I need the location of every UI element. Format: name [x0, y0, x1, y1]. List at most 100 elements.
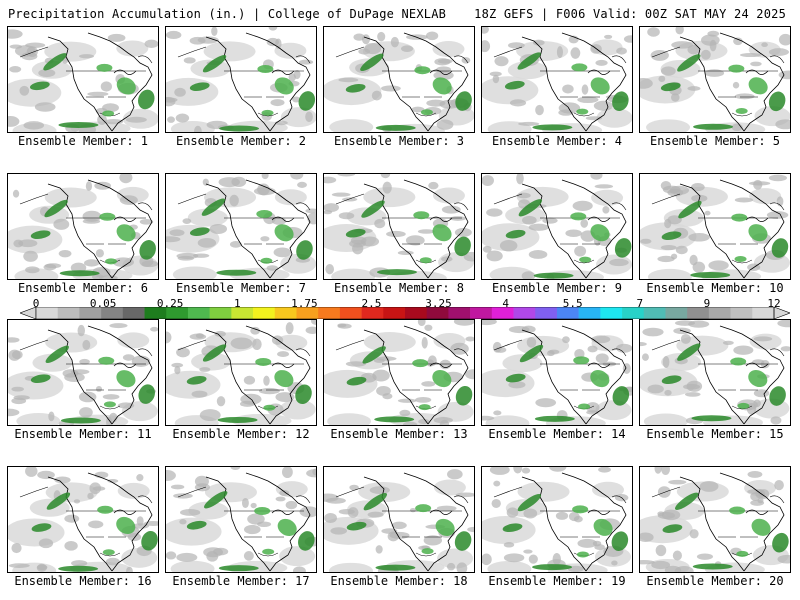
precipitation-map: [640, 27, 790, 132]
ensemble-member-label: Ensemble Member: 12: [172, 427, 310, 441]
precipitation-map: [640, 467, 790, 572]
ensemble-member-label: Ensemble Member: 5: [649, 134, 781, 148]
ensemble-member-map: [639, 26, 791, 133]
precipitation-map: [482, 174, 632, 279]
legend-color-swatch: [622, 307, 645, 319]
precipitation-map: [640, 174, 790, 279]
ensemble-member-map: [165, 173, 317, 280]
precipitation-map: [482, 467, 631, 572]
precipitation-map: [166, 27, 316, 132]
run-info: 18Z GEFS | F006 Valid: 00Z SAT MAY 24 20…: [474, 7, 786, 21]
precipitation-map: [8, 467, 158, 572]
precipitation-map: [640, 320, 790, 425]
precipitation-map: [8, 29, 158, 132]
legend-tick-label: 0: [32, 297, 40, 310]
legend-color-swatch: [752, 307, 775, 319]
legend-color-swatch: [122, 307, 145, 319]
ensemble-member-label: Ensemble Member: 14: [488, 427, 626, 441]
legend-color-swatch: [730, 307, 753, 319]
ensemble-member-label: Ensemble Member: 11: [14, 427, 152, 441]
ensemble-member-label: Ensemble Member: 20: [646, 574, 784, 588]
ensemble-member-label: Ensemble Member: 13: [330, 427, 468, 441]
ensemble-member-map: [323, 466, 475, 573]
precipitation-map: [324, 320, 474, 425]
map-title: Precipitation Accumulation (in.) | Colle…: [8, 7, 447, 21]
ensemble-member-map: [481, 319, 633, 426]
legend-color-swatch: [231, 307, 254, 319]
precipitation-map: [8, 323, 158, 425]
ensemble-member-map: [639, 173, 791, 280]
ensemble-member-label: Ensemble Member: 6: [17, 281, 149, 295]
legend-color-swatch: [361, 307, 384, 319]
legend-color-swatch: [296, 307, 319, 319]
ensemble-member-label: Ensemble Member: 1: [17, 134, 149, 148]
precipitation-map: [166, 320, 316, 425]
precipitation-map: [324, 174, 474, 279]
legend-color-swatch: [36, 307, 59, 319]
legend-color-swatch: [166, 307, 189, 319]
legend-tick-label: 4: [502, 297, 509, 310]
ensemble-member-map: [165, 466, 317, 573]
legend-color-swatch: [687, 307, 710, 319]
ensemble-member-label: Ensemble Member: 8: [333, 281, 465, 295]
legend-color-swatch: [187, 307, 210, 319]
ensemble-member-label: Ensemble Member: 9: [491, 281, 623, 295]
legend-color-swatch: [405, 307, 428, 319]
precipitation-map: [166, 174, 316, 279]
legend-tick-label: 1: [233, 297, 241, 310]
ensemble-member-map: [7, 466, 159, 573]
legend-color-swatch: [708, 307, 731, 319]
ensemble-member-label: Ensemble Member: 3: [333, 134, 465, 148]
color-scale-bar: [20, 307, 790, 319]
ensemble-member-label: Ensemble Member: 7: [175, 281, 307, 295]
ensemble-member-label: Ensemble Member: 10: [646, 281, 784, 295]
ensemble-member-map: [323, 26, 475, 133]
legend-color-swatch: [209, 307, 232, 319]
ensemble-member-map: [7, 173, 159, 280]
ensemble-member-map: [481, 173, 633, 280]
legend-color-swatch: [144, 307, 167, 319]
legend-color-swatch: [79, 307, 102, 319]
ensemble-member-label: Ensemble Member: 4: [491, 134, 623, 148]
legend-tick-label: 7: [636, 297, 644, 310]
precipitation-map: [166, 467, 316, 572]
ensemble-member-label: Ensemble Member: 15: [646, 427, 784, 441]
ensemble-member-map: [639, 319, 791, 426]
precipitation-map: [324, 31, 474, 132]
legend-color-swatch: [513, 307, 536, 319]
ensemble-member-map: [7, 319, 159, 426]
legend-color-swatch: [491, 307, 514, 319]
legend-color-swatch: [535, 307, 558, 319]
ensemble-member-label: Ensemble Member: 2: [175, 134, 307, 148]
precipitation-map: [482, 27, 632, 132]
legend-color-swatch: [253, 307, 276, 319]
ensemble-member-map: [639, 466, 791, 573]
legend-color-swatch: [643, 307, 666, 319]
legend-color-swatch: [556, 307, 579, 319]
legend-color-swatch: [470, 307, 493, 319]
precipitation-map: [482, 320, 632, 425]
precipitation-map: [324, 469, 474, 572]
ensemble-member-label: Ensemble Member: 18: [330, 574, 468, 588]
ensemble-member-map: [481, 466, 633, 573]
legend-color-swatch: [101, 307, 124, 319]
legend-color-swatch: [600, 307, 623, 319]
legend-color-swatch: [274, 307, 297, 319]
legend-color-swatch: [339, 307, 362, 319]
ensemble-member-label: Ensemble Member: 16: [14, 574, 152, 588]
legend-color-swatch: [426, 307, 449, 319]
ensemble-member-label: Ensemble Member: 17: [172, 574, 310, 588]
legend-color-swatch: [383, 307, 406, 319]
ensemble-member-map: [165, 319, 317, 426]
precipitation-map: [8, 174, 158, 279]
legend-color-swatch: [578, 307, 601, 319]
color-scale-legend: 0 0.05 0.25 1 1.75 2.5 3.25 4 5.5 7 9 12: [20, 297, 790, 319]
ensemble-member-map: [323, 319, 475, 426]
legend-color-swatch: [448, 307, 471, 319]
legend-tick-label: 9: [703, 297, 711, 310]
legend-color-swatch: [318, 307, 341, 319]
ensemble-member-map: [481, 26, 633, 133]
ensemble-member-map: [7, 26, 159, 133]
legend-color-swatch: [57, 307, 80, 319]
ensemble-member-label: Ensemble Member: 19: [488, 574, 626, 588]
